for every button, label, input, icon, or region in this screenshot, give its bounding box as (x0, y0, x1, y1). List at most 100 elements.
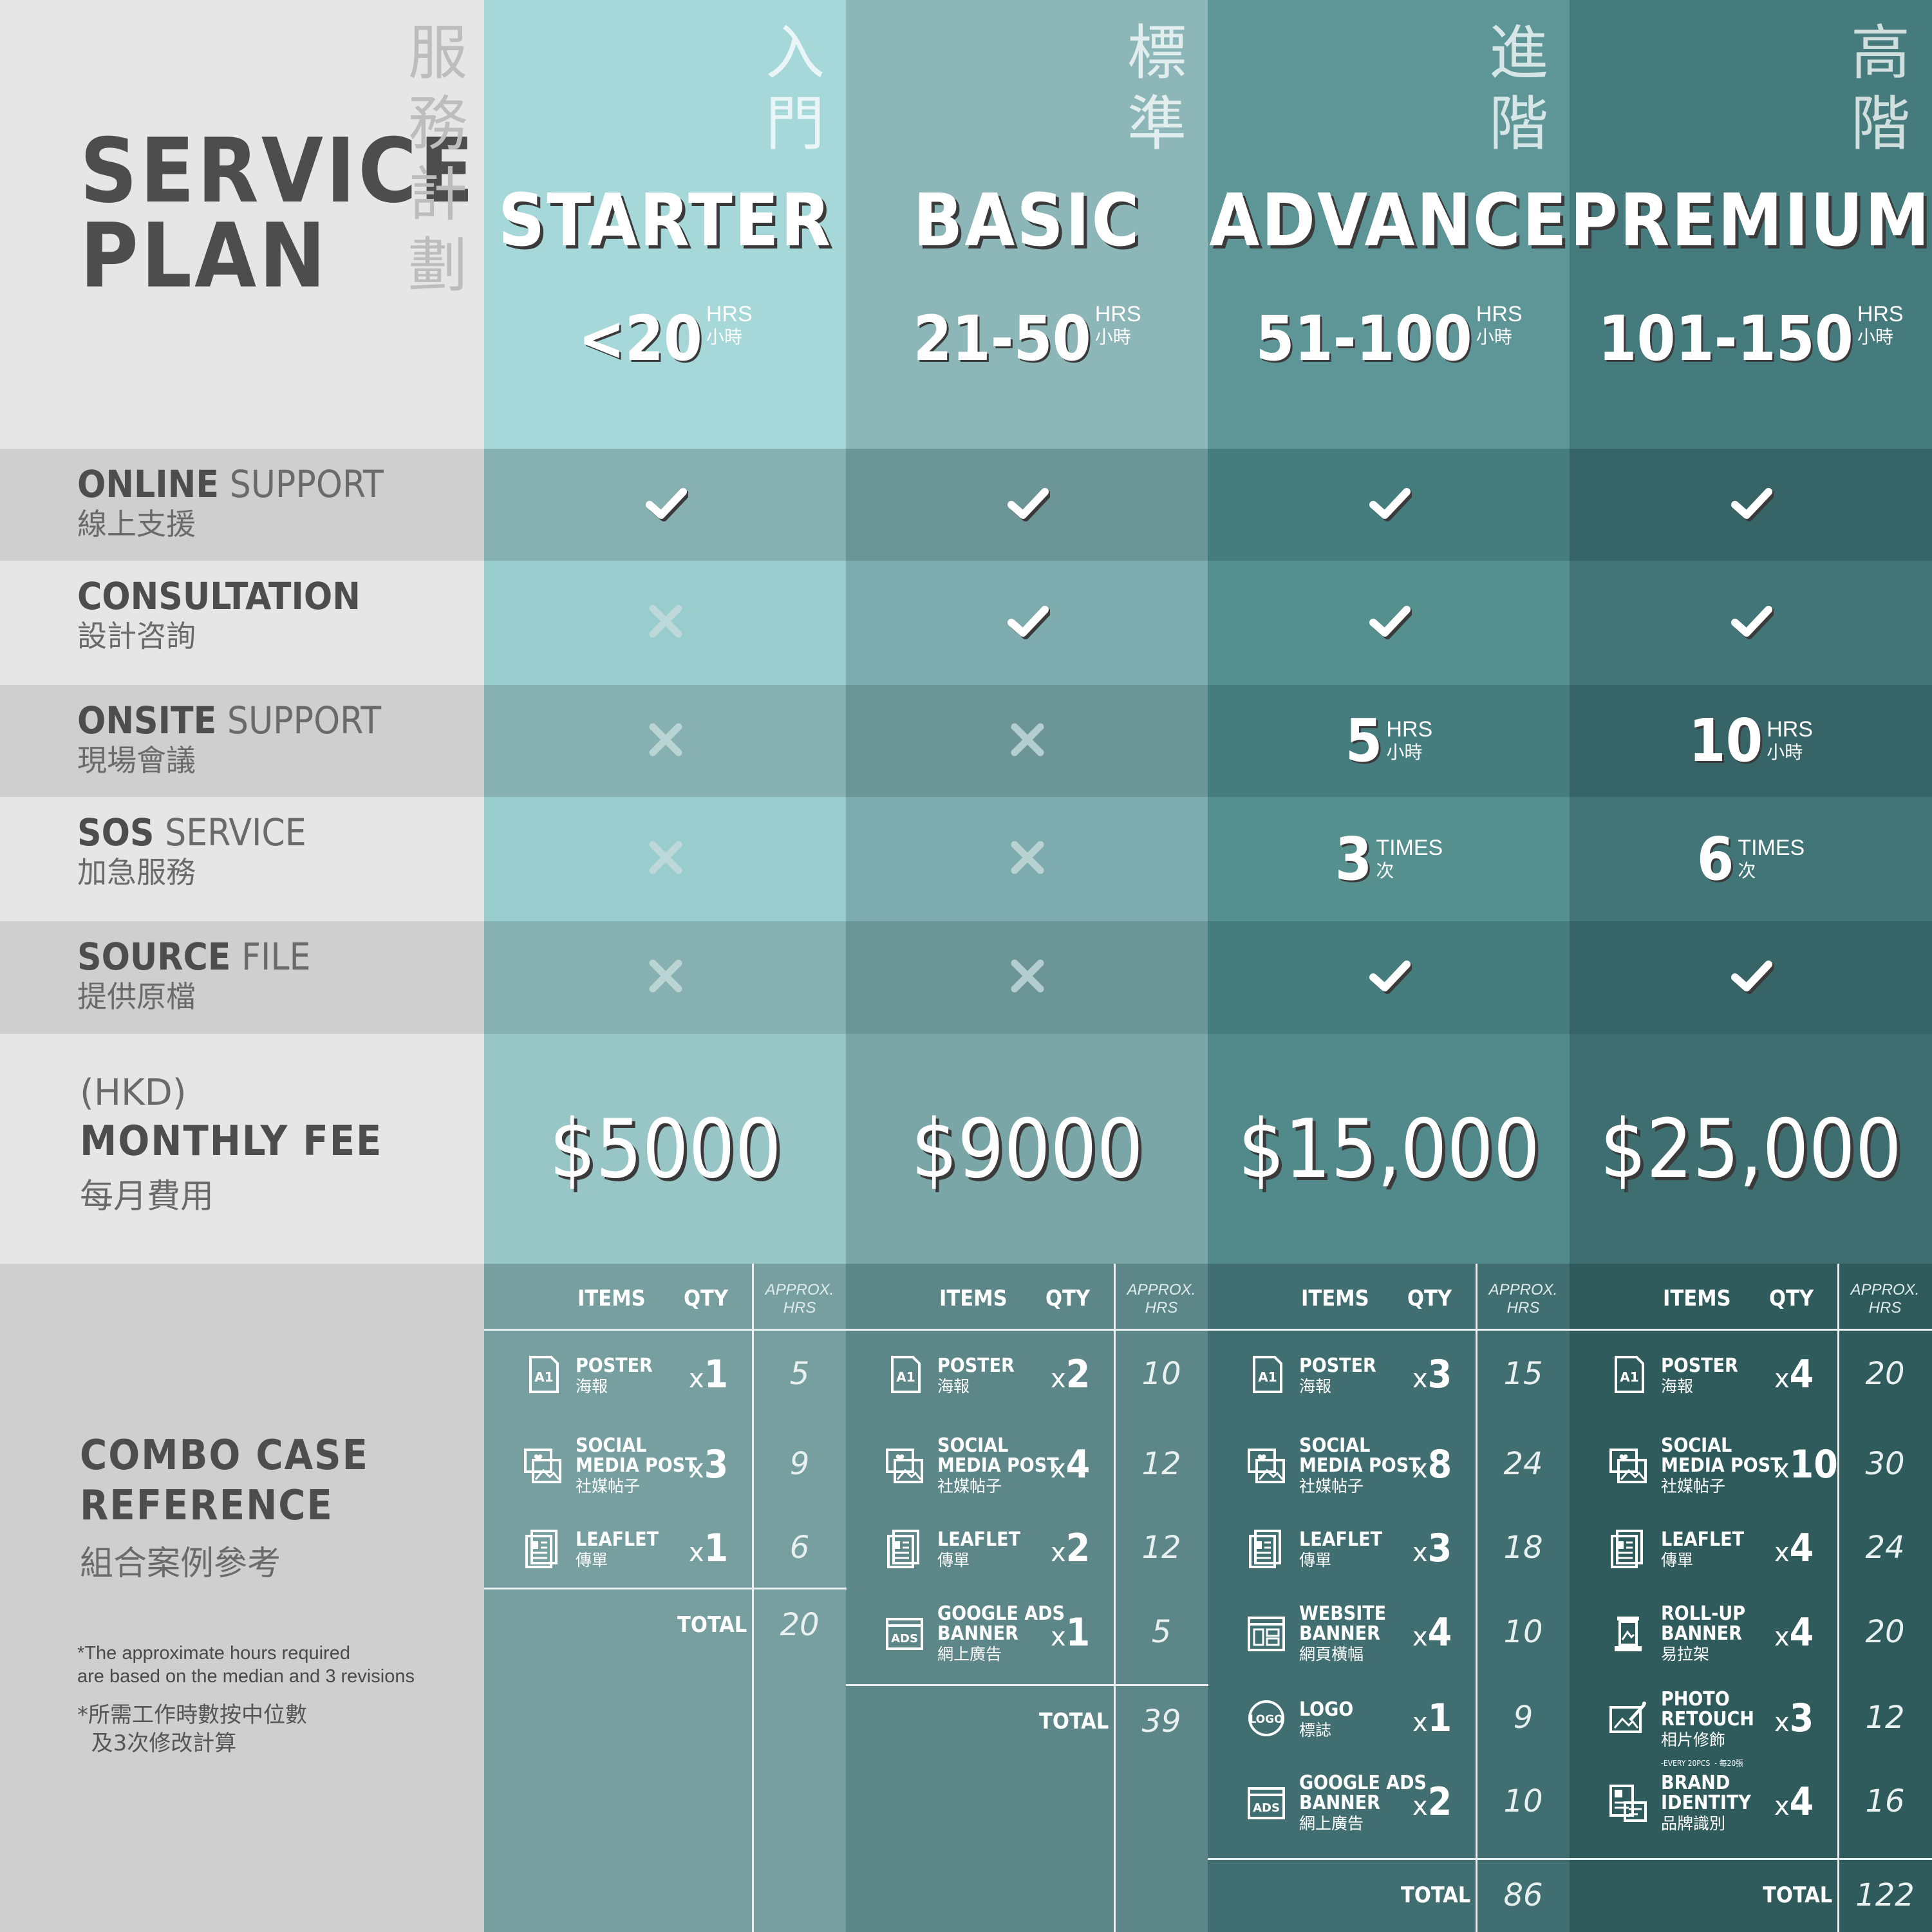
item-qty: x1 (1412, 1696, 1452, 1741)
item-name: LOGO 標誌 (1299, 1698, 1354, 1740)
monthly-fee-value: $9000 (911, 1102, 1143, 1196)
combo-item: ADS GOOGLE ADS BANNER 網上廣告 x1 5 (846, 1601, 1171, 1672)
feature-label-zh: 設計咨詢 (77, 619, 196, 653)
item-qty: x4 (1774, 1610, 1814, 1655)
feature-row-bg (0, 797, 484, 921)
plan-hours: 51-100 HRS 小時 (1208, 303, 1570, 375)
total-hours: 122 (1855, 1877, 1915, 1913)
svg-text:ADS: ADS (891, 1632, 918, 1646)
total-hours: 39 (1141, 1703, 1181, 1740)
item-hours: 12 (1865, 1700, 1905, 1736)
item-hours: 6 (789, 1530, 810, 1566)
unit-zh: 次 (1376, 859, 1394, 881)
feature-unit: TIMES 次 (1738, 836, 1805, 883)
unit-label: TIMES (1376, 835, 1443, 860)
plan-name: BASIC (913, 179, 1141, 263)
svg-text:ADS: ADS (1253, 1801, 1280, 1815)
plan-hours-unit: HRS 小時 (1857, 303, 1904, 349)
feature-label: ONLINE SUPPORT 線上支援 (77, 463, 384, 542)
combo-item: LEAFLET 傳單 x2 12 (846, 1517, 1181, 1588)
plan-zh-char: 準 (1127, 89, 1186, 158)
feature-row-bg (0, 685, 484, 797)
item-qty: x2 (1051, 1526, 1091, 1571)
combo-cell-bg (484, 1264, 847, 1932)
poster-icon: A1 (1246, 1355, 1286, 1394)
item-qty: x1 (1051, 1610, 1091, 1655)
unit-label: HRS (1386, 717, 1433, 742)
feature-row-bg (0, 449, 484, 561)
item-name: LEAFLET 傳單 (576, 1528, 659, 1570)
item-hours: 12 (1141, 1530, 1181, 1566)
plan-column-basic: 標準 BASIC 21-50 HRS 小時 $9000 ITEMS QTY APPRO… (846, 0, 1208, 1932)
combo-item: SOCIAL MEDIA POST 社媒帖子 x3 9 (484, 1433, 809, 1504)
plan-header-bg (1208, 0, 1570, 449)
feature-cell: 5 HRS 小時 (1208, 685, 1570, 797)
plan-hours-unit: HRS 小時 (1476, 303, 1523, 349)
check-icon (1005, 485, 1051, 525)
feature-cell-bg (1208, 685, 1570, 797)
item-name-zh: 網頁橫幅 (1299, 1645, 1364, 1664)
plan-column-premium: 高階 PREMIUM 101-150 HRS 小時 10 HRS 小時 6 TIMES 次 $2… (1570, 0, 1932, 1932)
column-divider (752, 1264, 754, 1932)
item-name: BRAND IDENTITY 品牌識別 (1661, 1772, 1751, 1833)
item-name-zh: 社媒帖子 (1299, 1477, 1364, 1496)
item-hours: 9 (1513, 1700, 1533, 1736)
item-name-zh: 易拉架 (1661, 1645, 1710, 1664)
feature-cell (846, 449, 1208, 561)
item-name-zh: 社媒帖子 (576, 1477, 641, 1496)
svg-text:A1: A1 (534, 1369, 553, 1385)
header-divider (1208, 1329, 1570, 1331)
feature-cell: 6 TIMES 次 (1570, 797, 1932, 921)
cross-icon (646, 720, 685, 762)
item-qty: x4 (1774, 1779, 1814, 1824)
total-divider (484, 1588, 847, 1590)
feature-unit: HRS 小時 (1767, 718, 1813, 764)
plan-zh-char: 階 (1488, 89, 1548, 158)
item-qty: x8 (1412, 1442, 1452, 1487)
item-name: LEAFLET 傳單 (937, 1528, 1021, 1570)
item-name-zh: 社媒帖子 (937, 1477, 1002, 1496)
item-hours: 15 (1503, 1356, 1543, 1392)
title-zh-char: 劃 (408, 231, 467, 300)
feature-unit: TIMES 次 (1376, 836, 1443, 883)
plan-hours: <20 HRS 小時 (484, 303, 847, 375)
feature-cell (484, 449, 847, 561)
item-name: SOCIAL MEDIA POST 社媒帖子 (576, 1434, 697, 1496)
feature-cell (484, 685, 847, 797)
feature-cell (1208, 449, 1570, 561)
feature-label: CONSULTATION 設計咨詢 (77, 575, 361, 654)
items-header: ITEMS (1301, 1286, 1369, 1311)
leaflet-icon (523, 1528, 563, 1568)
item-hours: 24 (1503, 1446, 1543, 1482)
feature-label-rest: SERVICE (154, 811, 306, 854)
check-icon (1729, 603, 1775, 642)
item-qty: x1 (689, 1526, 729, 1571)
hrs-label: HRS (706, 302, 753, 326)
item-hours: 12 (1141, 1446, 1181, 1482)
combo-item: A1 POSTER 海報 x1 5 (484, 1343, 809, 1414)
feature-cell-bg (1570, 685, 1932, 797)
svg-text:LOGO: LOGO (1249, 1713, 1283, 1726)
combo-item: SOCIAL MEDIA POST 社媒帖子 x4 12 (846, 1433, 1181, 1504)
combo-cell-bg (846, 1264, 1208, 1932)
item-name: WEBSITE BANNER 網頁橫幅 (1299, 1602, 1387, 1664)
hrs-zh: 小時 (1476, 326, 1512, 348)
plan-zh: 入門 (765, 18, 825, 160)
feature-cell (846, 797, 1208, 921)
column-divider (1476, 1264, 1477, 1932)
feature-cell (484, 797, 847, 921)
monthly-fee-value: $5000 (549, 1102, 782, 1196)
items-header: ITEMS (1663, 1286, 1731, 1311)
feature-cell (846, 685, 1208, 797)
item-name: POSTER 海報 (1299, 1355, 1376, 1396)
plan-zh-char: 入 (765, 19, 825, 88)
cross-icon (646, 838, 685, 880)
fee-cell-bg (1570, 1034, 1932, 1264)
feature-cell (484, 561, 847, 685)
item-qty: x3 (689, 1442, 729, 1487)
combo-item: A1 POSTER 海報 x4 20 (1570, 1343, 1905, 1414)
fee-row-bg (0, 1034, 484, 1264)
feature-label-bold: ONSITE (77, 699, 217, 742)
hrs-label: HRS (1476, 302, 1523, 326)
check-icon (1729, 485, 1775, 525)
